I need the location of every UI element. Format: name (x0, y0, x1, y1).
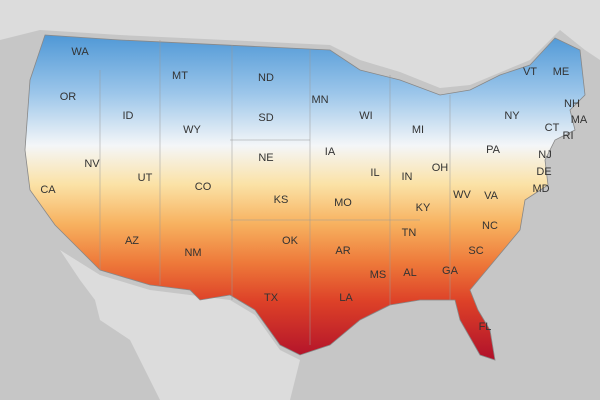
state-label: OK (282, 235, 299, 247)
state-label: MN (311, 94, 328, 106)
state-label: WA (71, 46, 89, 58)
state-labels: WA OR ID MT WY NV UT CA AZ CO NM ND SD NE KS OK TX MN IA MO… (40, 46, 588, 333)
state-label: WI (359, 110, 372, 122)
state-label: OH (432, 162, 449, 174)
state-label: ME (553, 66, 570, 78)
state-label: NY (504, 110, 520, 122)
state-label: WY (183, 124, 201, 136)
canada (0, 0, 600, 88)
state-label: CA (40, 184, 56, 196)
state-label: LA (339, 292, 353, 304)
united-states (24, 34, 586, 361)
state-label: RI (563, 130, 574, 142)
state-borders (99, 40, 451, 345)
state-label: TN (402, 227, 417, 239)
state-label: KY (416, 202, 431, 214)
state-label: MT (172, 70, 188, 82)
state-label: IN (402, 171, 413, 183)
state-label: CT (545, 122, 560, 134)
state-label: IL (370, 167, 379, 179)
state-label: ND (258, 72, 274, 84)
state-label: SC (468, 245, 483, 257)
state-label: NE (258, 152, 273, 164)
state-label: IA (325, 146, 336, 158)
state-label: NJ (538, 149, 551, 161)
state-label: VA (484, 190, 499, 202)
state-label: AL (403, 267, 416, 279)
state-label: MA (571, 114, 588, 126)
state-label: VT (523, 66, 537, 78)
state-label: GA (442, 265, 459, 277)
state-label: NC (482, 220, 498, 232)
state-label: NH (564, 98, 580, 110)
state-label: MO (334, 197, 352, 209)
state-label: ID (123, 110, 134, 122)
state-label: UT (138, 172, 153, 184)
state-label: NM (184, 247, 201, 259)
mexico (60, 250, 300, 400)
state-label: CO (195, 181, 212, 193)
state-label: WV (453, 189, 471, 201)
state-label: SD (258, 112, 273, 124)
state-label: OR (60, 91, 77, 103)
state-label: AZ (125, 235, 139, 247)
state-label: TX (264, 292, 279, 304)
state-label: MI (412, 124, 424, 136)
state-label: AR (335, 245, 350, 257)
state-label: FL (479, 321, 492, 333)
state-label: NV (84, 158, 100, 170)
state-label: MS (370, 269, 387, 281)
state-label: MD (532, 183, 549, 195)
state-label: DE (536, 166, 551, 178)
state-label: KS (274, 194, 289, 206)
state-label: PA (486, 144, 501, 156)
